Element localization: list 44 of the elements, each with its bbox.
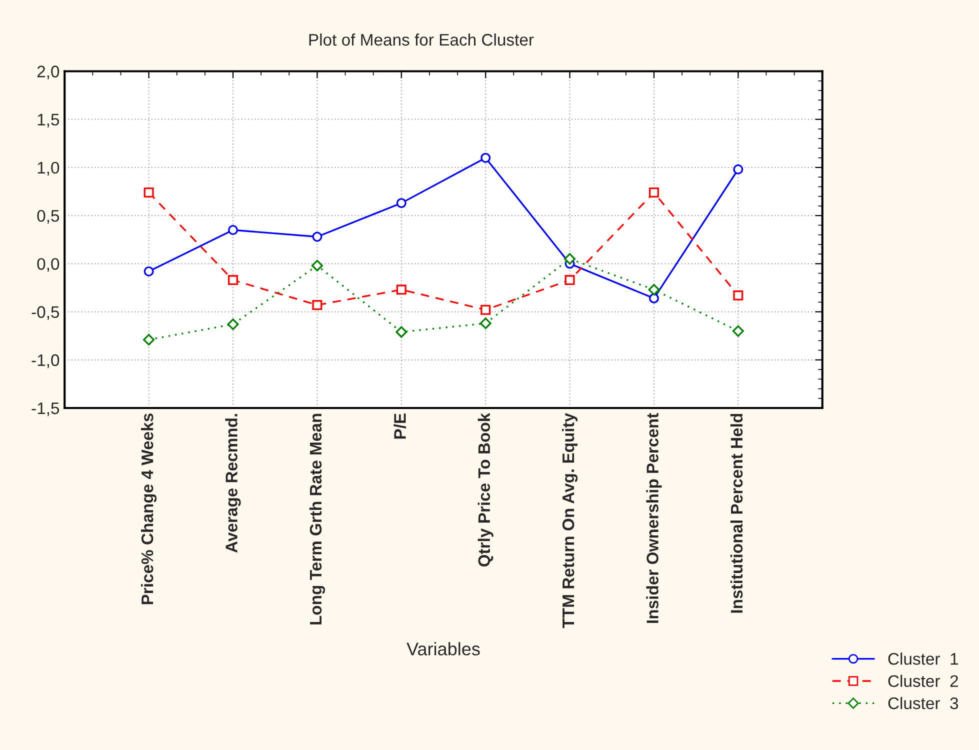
point <box>396 284 406 295</box>
y-tick-label: 1,5 <box>38 114 60 128</box>
chart-title: Plot of Means for Each Cluster <box>309 33 534 46</box>
legend-label: Cluster 1 <box>888 652 958 665</box>
point <box>228 225 238 236</box>
y-tick-label: -1,0 <box>32 354 60 368</box>
point <box>311 260 323 272</box>
point <box>312 300 322 310</box>
x-tick-label: P/E <box>394 414 406 439</box>
point <box>733 290 744 300</box>
point <box>733 164 744 174</box>
point <box>144 266 154 276</box>
point <box>228 275 238 286</box>
y-tick-label: 1,0 <box>38 162 60 176</box>
y-tick-label: 2,0 <box>37 66 60 80</box>
point <box>648 187 659 198</box>
point <box>480 152 491 163</box>
x-tick-label: Price% Change 4 Weeks <box>141 414 157 604</box>
point <box>480 318 492 330</box>
legend-label: Cluster 2 <box>888 674 958 688</box>
point <box>480 304 491 315</box>
point <box>396 326 408 338</box>
y-tick-label: 0,0 <box>37 258 60 272</box>
x-tick-label: Average Recmnd. <box>225 414 241 553</box>
x-tick-label: TTM Return On Avg. Equity <box>562 412 578 628</box>
y-tick-label: 0,5 <box>37 210 60 224</box>
point <box>396 198 406 208</box>
x-axis-title: Variables <box>406 642 480 656</box>
point <box>227 318 239 330</box>
x-tick-label: Institutional Percent Held <box>730 414 743 613</box>
point <box>564 275 575 286</box>
x-tick-label: Long Term Grth Rate Mean <box>309 414 325 624</box>
point <box>648 284 660 296</box>
y-tick-label: -0,5 <box>32 306 60 320</box>
point <box>564 253 576 265</box>
x-tick-label: Qtrly Price To Book <box>478 412 494 567</box>
point <box>144 187 154 198</box>
y-tick-label: -1,5 <box>32 402 60 416</box>
point <box>143 334 155 346</box>
x-tick-label: Insider Ownership Percent <box>646 413 662 623</box>
point <box>648 293 659 304</box>
point <box>312 232 322 242</box>
point <box>732 325 744 337</box>
legend-label: Cluster 3 <box>888 696 958 710</box>
